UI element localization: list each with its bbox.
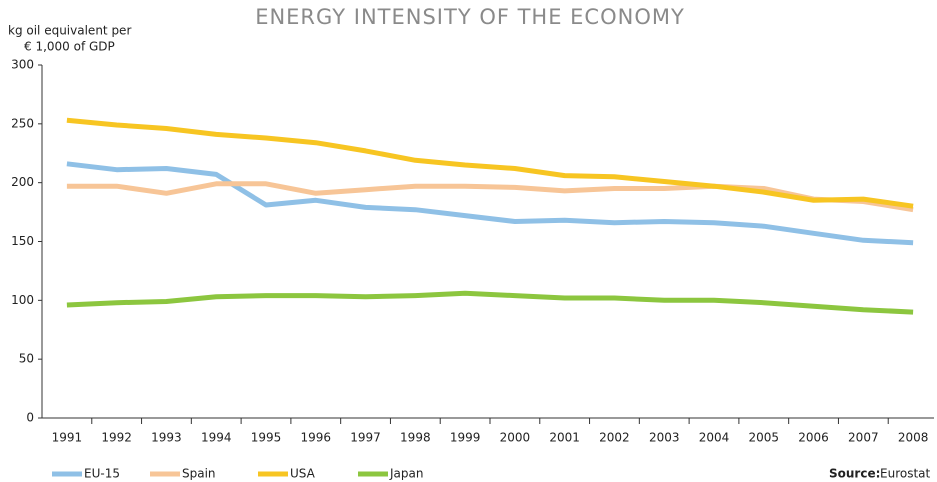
x-tick-label: 2008 [898, 431, 929, 445]
x-tick-label: 1992 [101, 431, 132, 445]
series-line [66, 117, 914, 209]
y-tick-label: 250 [11, 116, 34, 130]
y-tick-label: 50 [19, 352, 34, 366]
source-label: Source: [829, 467, 880, 481]
source: Eurostat [880, 467, 931, 481]
y-tick-label: 200 [11, 175, 34, 189]
series-line [66, 161, 914, 246]
x-tick-label: 2005 [749, 431, 780, 445]
x-tick-label: 2007 [848, 431, 879, 445]
legend-label: Japan [389, 467, 423, 481]
x-tick-label: 2002 [599, 431, 630, 445]
series-line [66, 181, 914, 213]
x-tick-label: 1998 [400, 431, 431, 445]
y-tick-label: 100 [11, 293, 34, 307]
x-tick-label: 1996 [301, 431, 332, 445]
y-tick-label: 300 [11, 58, 34, 72]
y-tick-label: 150 [11, 234, 34, 248]
legend-label: Spain [182, 467, 216, 481]
x-tick-label: 2003 [649, 431, 680, 445]
x-tick-label: 2000 [500, 431, 531, 445]
x-tick-label: 1995 [251, 431, 282, 445]
x-tick-label: 1994 [201, 431, 232, 445]
x-tick-label: 2006 [798, 431, 829, 445]
x-tick-label: 1997 [350, 431, 381, 445]
series-line [66, 290, 914, 315]
x-tick-label: 1991 [52, 431, 83, 445]
x-tick-label: 2001 [549, 431, 580, 445]
chart-title: ENERGY INTENSITY OF THE ECONOMY [255, 5, 685, 29]
x-tick-label: 2004 [699, 431, 730, 445]
y-tick-label: 0 [26, 411, 34, 425]
y-axis-label: kg oil equivalent per [8, 24, 131, 38]
y-axis-label: € 1,000 of GDP [24, 40, 115, 54]
legend-label: EU-15 [84, 467, 120, 481]
x-tick-label: 1993 [151, 431, 182, 445]
legend-label: USA [290, 467, 316, 481]
x-tick-label: 1999 [450, 431, 481, 445]
